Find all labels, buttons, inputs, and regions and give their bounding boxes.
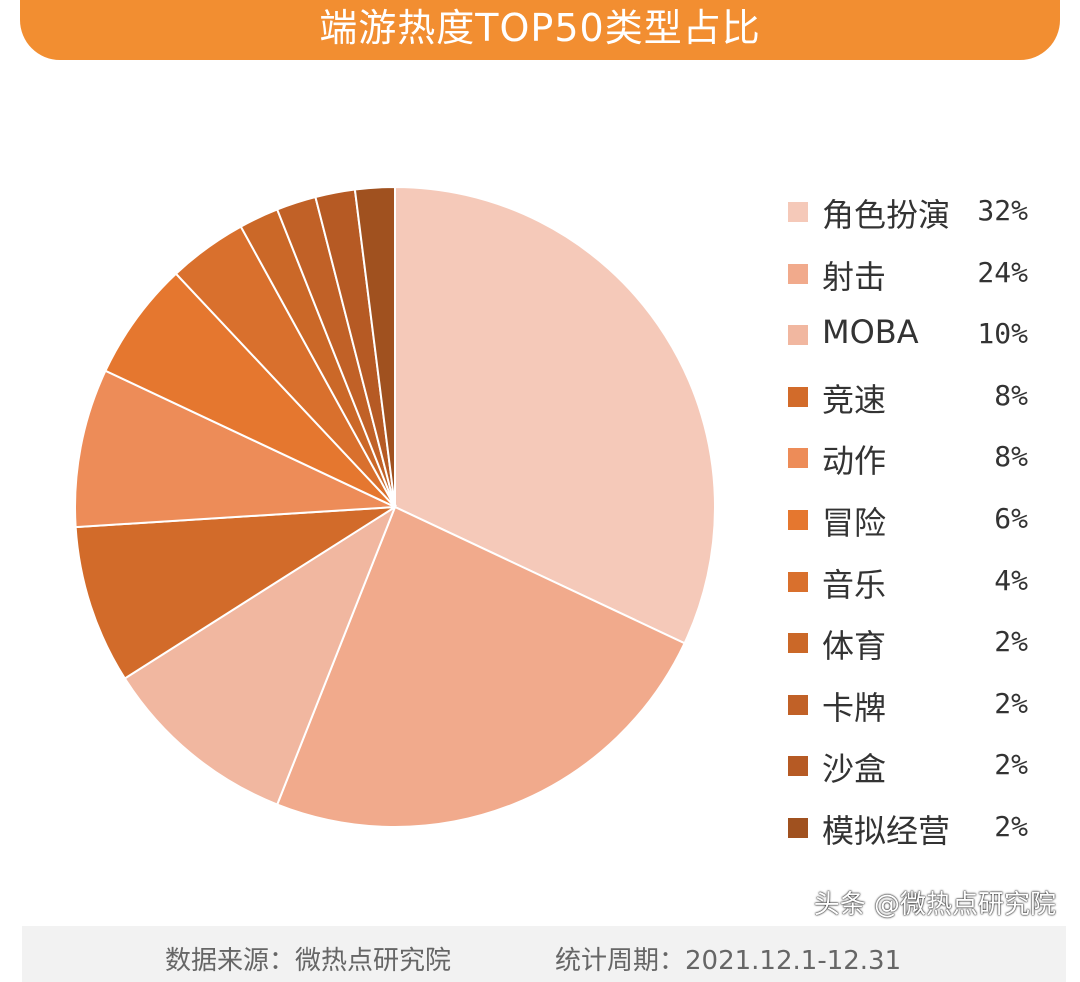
legend-label: 射击 (822, 257, 887, 296)
legend-item: MOBA 10% (788, 303, 1038, 365)
legend-value: 4% (994, 563, 1028, 597)
legend-swatch (788, 817, 808, 838)
legend-item: 模拟经营 2% (788, 796, 1038, 858)
legend-swatch (788, 509, 808, 530)
legend-label: 动作 (822, 442, 887, 481)
legend-item: 动作 8% (788, 426, 1038, 488)
pie-slice-2 (123, 504, 398, 806)
legend-label: 冒险 (822, 503, 887, 542)
legend-value: 2% (994, 748, 1028, 782)
legend-item: 卡牌 2% (788, 673, 1038, 735)
legend-value: 10% (977, 317, 1028, 351)
legend-value: 24% (977, 255, 1028, 289)
legend-value: 2% (994, 625, 1028, 659)
legend-item: 角色扮演 32% (788, 180, 1038, 242)
legend-label: 模拟经营 (822, 811, 951, 850)
legend-label: 竞速 (822, 380, 887, 419)
legend-label: 沙盒 (822, 750, 887, 789)
pie-slice-4 (74, 369, 396, 529)
legend-swatch (788, 756, 808, 777)
legend-value: 2% (994, 686, 1028, 720)
legend-item: 冒险 6% (788, 488, 1038, 550)
legend-value: 2% (994, 809, 1028, 843)
legend-swatch (788, 325, 808, 346)
legend-swatch (788, 263, 808, 284)
legend-value: 8% (994, 440, 1028, 474)
stat-period: 统计周期：2021.12.1-12.31 (555, 946, 902, 976)
legend-swatch (788, 571, 808, 592)
pie-slice-0 (394, 185, 716, 645)
pie-slice-5 (104, 272, 396, 508)
legend-item: 射击 24% (788, 242, 1038, 304)
legend-label: 音乐 (822, 565, 887, 604)
footer-bar (22, 926, 1066, 982)
legend-item: 沙盒 2% (788, 734, 1038, 796)
legend-swatch (788, 448, 808, 469)
legend-swatch (788, 633, 808, 654)
legend-swatch (788, 694, 808, 715)
legend-label: MOBA (822, 313, 919, 352)
pie-slice-1 (275, 505, 686, 828)
legend-item: 音乐 4% (788, 550, 1038, 612)
legend-item: 体育 2% (788, 611, 1038, 673)
pie-slice-3 (74, 506, 396, 680)
pie-slice-10 (353, 185, 396, 508)
legend-label: 角色扮演 (822, 196, 951, 234)
legend: 角色扮演 32% 射击 24% MOBA 10% 竞速 8% 动作 8% 冒险 6% 音乐 4% 体育 2% 卡… (788, 180, 1038, 858)
legend-item: 竞速 8% (788, 365, 1038, 427)
legend-value: 8% (994, 378, 1028, 412)
legend-swatch (788, 386, 808, 407)
legend-value: 6% (994, 501, 1028, 535)
data-source: 数据来源：微热点研究院 (165, 946, 452, 976)
legend-value: 32% (977, 194, 1028, 227)
legend-label: 体育 (822, 627, 887, 666)
watermark: 头条 @微热点研究院 (813, 890, 1056, 920)
title-banner (20, 0, 1060, 60)
legend-label: 卡牌 (822, 688, 887, 727)
legend-swatch (788, 202, 808, 222)
chart-title: 端游热度TOP50类型占比 (319, 6, 761, 50)
